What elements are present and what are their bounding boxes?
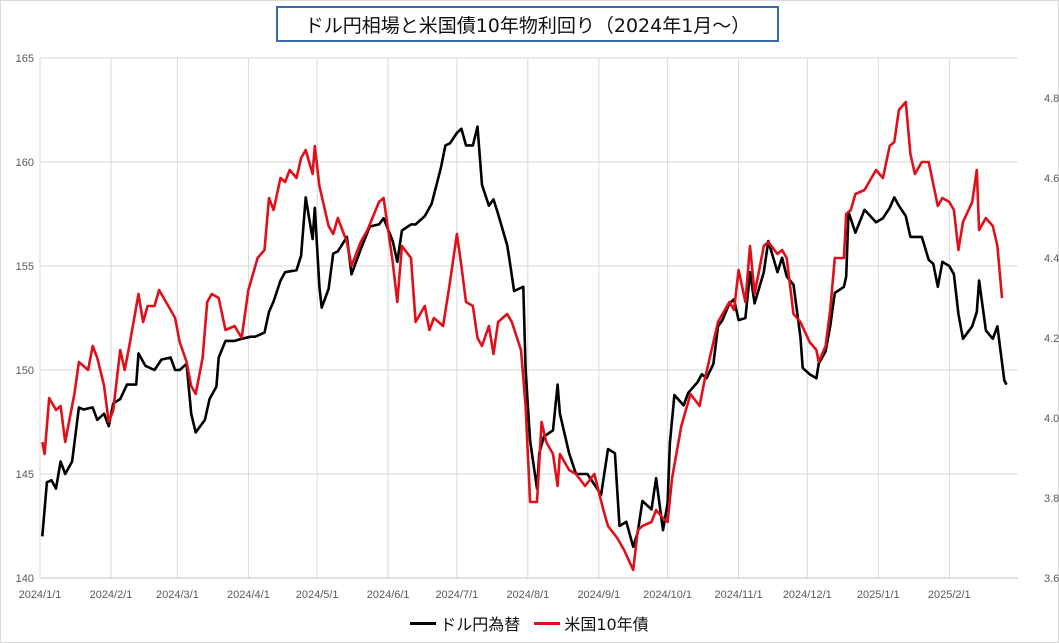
gridlines	[39, 57, 1018, 579]
y-right-tick-label: 3.8%	[1044, 493, 1059, 505]
y-left-tick-label: 145	[16, 469, 34, 481]
legend-swatch-usdjpy	[410, 621, 437, 625]
x-tick-label: 2024/3/1	[156, 589, 199, 601]
legend-label-us10y: 米国10年債	[564, 615, 649, 634]
x-tick-label: 2024/6/1	[367, 589, 410, 601]
x-tick-label: 2025/2/1	[928, 589, 971, 601]
y-left-tick-label: 160	[16, 157, 34, 169]
x-tick-label: 2024/2/1	[90, 589, 133, 601]
x-tick-label: 2024/10/1	[643, 589, 692, 601]
x-tick-label: 2024/11/1	[715, 589, 763, 601]
y-right-tick-label: 4.6%	[1044, 173, 1059, 185]
legend-item-usdjpy: ドル円為替	[410, 611, 520, 635]
y-left-tick-label: 140	[16, 573, 34, 585]
y-right-tick-label: 4.2%	[1044, 333, 1059, 345]
y-left-tick-label: 155	[16, 261, 34, 273]
x-tick-label: 2025/1/1	[857, 589, 900, 601]
x-tick-label: 2024/1/1	[19, 589, 62, 601]
y-right-tick-label: 4.4%	[1044, 253, 1059, 265]
y-right-tick-label: 3.6%	[1044, 573, 1059, 585]
series-line-usdjpy	[41, 125, 1008, 549]
y-right-tick-label: 4.0%	[1044, 413, 1059, 425]
y-right-tick-label: 4.8%	[1044, 93, 1059, 105]
x-tick-label: 2024/9/1	[577, 589, 620, 601]
chart-title: ドル円相場と米国債10年物利回り（2024年1月～）	[276, 6, 779, 42]
legend-label-usdjpy: ドル円為替	[440, 615, 521, 634]
axes: 140 145 150 155 160 165 3.6% 3.8% 4.0% 4.2% 4.4% 4.…	[16, 53, 1059, 601]
legend-item-us10y: 米国10年債	[534, 611, 649, 635]
y-left-tick-label: 150	[16, 365, 34, 377]
series-lines	[41, 100, 1008, 572]
legend-swatch-us10y	[534, 621, 561, 625]
x-tick-label: 2024/7/1	[435, 589, 478, 601]
legend: ドル円為替 米国10年債	[0, 608, 1059, 638]
x-tick-label: 2024/12/1	[783, 589, 832, 601]
series-line-us10y	[41, 100, 1004, 572]
x-tick-label: 2024/5/1	[296, 589, 339, 601]
y-left-tick-label: 165	[16, 53, 34, 65]
x-tick-label: 2024/4/1	[227, 589, 270, 601]
x-tick-label: 2024/8/1	[506, 589, 549, 601]
